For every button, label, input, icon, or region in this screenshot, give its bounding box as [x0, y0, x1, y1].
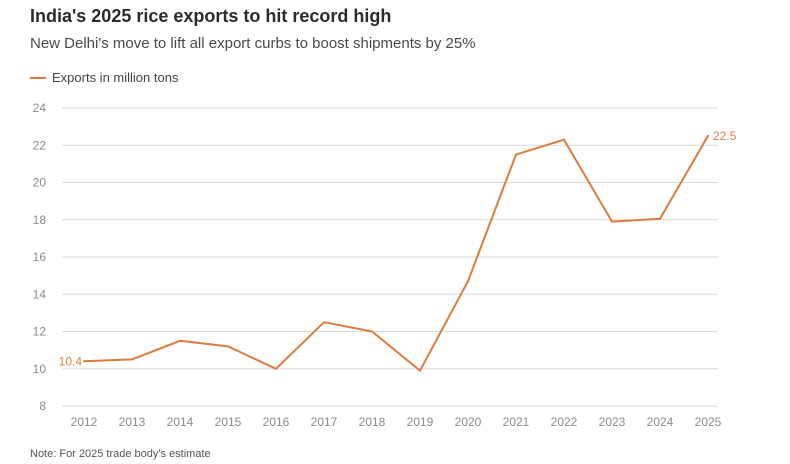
- x-tick-label: 2022: [551, 415, 578, 429]
- x-tick-label: 2012: [71, 415, 98, 429]
- gridlines: [62, 107, 718, 407]
- x-tick-label: 2017: [311, 415, 338, 429]
- x-tick-label: 2019: [407, 415, 434, 429]
- data-point: [179, 339, 181, 342]
- x-axis-ticks: 2012 2013 2014 2015 2016 2017 2018 2019 2020 2021…: [71, 415, 722, 429]
- data-point: [323, 321, 325, 324]
- data-label: 10.4: [59, 354, 83, 368]
- data-label: 22.5: [713, 129, 737, 143]
- x-tick-label: 2025: [695, 415, 722, 429]
- data-point: [611, 220, 613, 223]
- legend-label: Exports in million tons: [52, 70, 179, 85]
- y-tick-label: 16: [33, 250, 47, 264]
- legend-swatch: [30, 76, 46, 79]
- chart-title: India's 2025 rice exports to hit record …: [30, 6, 392, 26]
- x-tick-label: 2021: [503, 415, 530, 429]
- data-point: [563, 138, 565, 141]
- data-point: [419, 369, 421, 372]
- chart-subtitle: New Delhi's move to lift all export curb…: [30, 35, 476, 52]
- y-tick-label: 18: [33, 213, 47, 227]
- y-tick-label: 14: [33, 287, 47, 301]
- y-tick-label: 10: [33, 362, 47, 376]
- data-label-background: [54, 353, 82, 369]
- x-tick-label: 2015: [215, 415, 242, 429]
- x-tick-label: 2024: [647, 415, 674, 429]
- y-tick-label: 12: [33, 325, 47, 339]
- series-exports: [83, 134, 709, 372]
- data-point: [659, 217, 661, 220]
- y-tick-label: 8: [39, 399, 46, 413]
- chart-note: Note: For 2025 trade body's estimate: [30, 448, 211, 460]
- data-point: [131, 358, 133, 361]
- legend: Exports in million tons: [30, 70, 178, 85]
- x-tick-label: 2018: [359, 415, 386, 429]
- data-labels: 10.4 22.5: [54, 129, 737, 369]
- data-point: [83, 360, 85, 363]
- data-point: [707, 134, 709, 137]
- data-point: [275, 367, 277, 370]
- series-line: [83, 134, 709, 372]
- data-point: [467, 280, 469, 283]
- y-tick-label: 24: [33, 101, 47, 115]
- x-tick-label: 2016: [263, 415, 290, 429]
- data-point: [227, 345, 229, 348]
- data-point: [515, 153, 517, 156]
- x-tick-label: 2020: [455, 415, 482, 429]
- y-tick-label: 22: [33, 138, 47, 152]
- data-point: [371, 330, 373, 333]
- x-tick-label: 2023: [599, 415, 626, 429]
- y-tick-label: 20: [33, 176, 47, 190]
- x-tick-label: 2013: [119, 415, 146, 429]
- y-axis-ticks: 8 10 12 14 16 18 20 22 24: [33, 101, 47, 413]
- x-tick-label: 2014: [167, 415, 194, 429]
